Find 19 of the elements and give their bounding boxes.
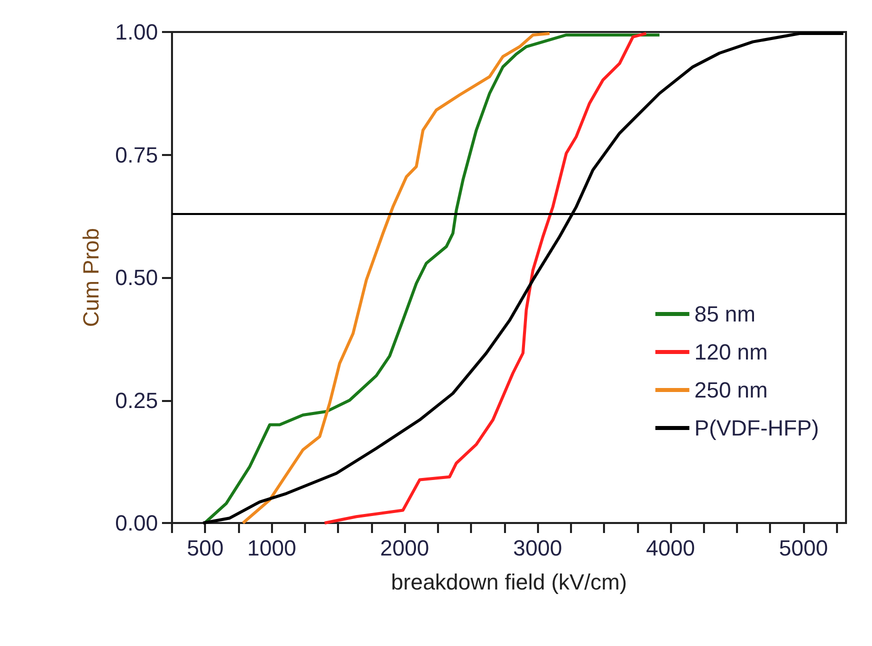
x-tick-label: 2000 <box>380 536 430 560</box>
legend-label: 120 nm <box>694 340 768 364</box>
legend-label: 85 nm <box>694 302 756 326</box>
x-tick-label: 4000 <box>646 536 695 560</box>
x-tick-label: 500 <box>186 536 224 560</box>
line-series <box>323 32 648 524</box>
line-series <box>241 32 552 524</box>
legend-label: P(VDF-HFP) <box>694 416 820 440</box>
x-axis-title: breakdown field (kV/cm) <box>391 570 627 594</box>
y-tick-label: 0.50 <box>115 265 158 290</box>
x-tick-label: 3000 <box>513 536 562 560</box>
x-tick-label: 5000 <box>778 536 828 560</box>
y-axis-title: Cum Prob <box>78 228 104 328</box>
y-tick-label: 1.00 <box>115 20 158 44</box>
y-tick-label: 0.00 <box>115 510 158 536</box>
y-tick-label: 0.75 <box>115 142 158 168</box>
legend-label: 250 nm <box>694 378 768 402</box>
x-tick-label: 1000 <box>247 536 296 560</box>
y-tick-label: 0.25 <box>115 388 158 413</box>
